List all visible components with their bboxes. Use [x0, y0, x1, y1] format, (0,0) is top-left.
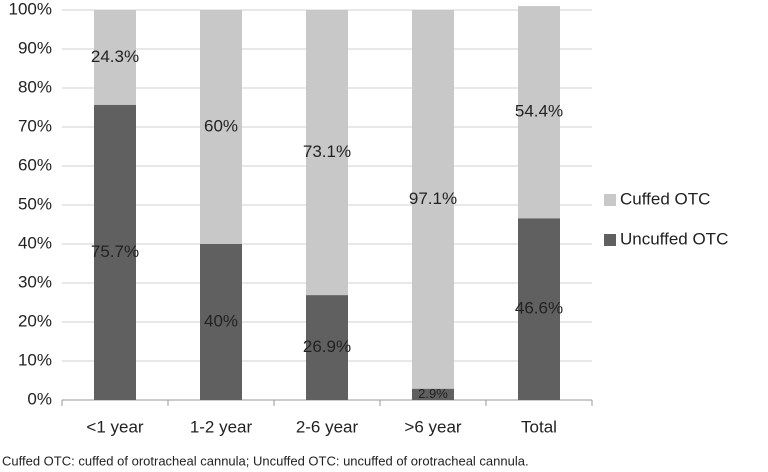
value-label: 2.9%	[418, 386, 448, 401]
legend-label: Cuffed OTC	[620, 189, 710, 208]
y-tick-label: 10%	[18, 350, 52, 369]
value-label: 40%	[204, 311, 238, 330]
x-tick-label: <1 year	[86, 417, 144, 436]
caption: Cuffed OTC: cuffed of orotracheal cannul…	[2, 453, 529, 468]
value-label: 75.7%	[91, 242, 139, 261]
x-tick-label: >6 year	[404, 417, 462, 436]
legend-swatch	[604, 194, 616, 206]
bar-segment	[518, 6, 560, 219]
y-tick-label: 90%	[18, 38, 52, 57]
bar-segment	[94, 104, 136, 401]
x-tick-label: 2-6 year	[296, 417, 359, 436]
y-tick-label: 20%	[18, 311, 52, 330]
y-tick-label: 0%	[27, 389, 52, 408]
value-label: 54.4%	[515, 102, 563, 121]
legend-label: Uncuffed OTC	[620, 229, 728, 248]
bar-segment	[94, 10, 136, 105]
y-tick-label: 30%	[18, 272, 52, 291]
value-label: 24.3%	[91, 47, 139, 66]
x-tick-label: 1-2 year	[190, 417, 253, 436]
bar-segment	[412, 10, 454, 389]
bar-segment	[412, 388, 454, 400]
legend-swatch	[604, 234, 616, 246]
value-label: 60%	[204, 116, 238, 135]
y-tick-label: 50%	[18, 194, 52, 213]
y-tick-label: 80%	[18, 77, 52, 96]
y-tick-label: 40%	[18, 233, 52, 252]
x-tick-label: Total	[521, 417, 557, 436]
value-label: 26.9%	[303, 337, 351, 356]
y-tick-label: 100%	[9, 0, 52, 18]
bar-segment	[518, 218, 560, 400]
y-tick-label: 70%	[18, 116, 52, 135]
value-label: 73.1%	[303, 142, 351, 161]
value-label: 97.1%	[409, 189, 457, 208]
value-label: 46.6%	[515, 299, 563, 318]
bar-segment	[306, 295, 348, 400]
bar-segment	[200, 10, 242, 244]
bar-segment	[200, 244, 242, 400]
y-tick-label: 60%	[18, 155, 52, 174]
bar-segment	[306, 10, 348, 296]
